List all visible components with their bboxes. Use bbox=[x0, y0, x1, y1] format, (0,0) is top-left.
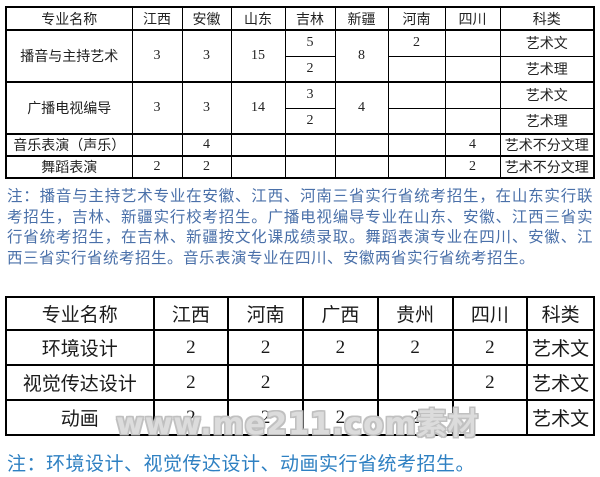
t2-header-jiangxi: 江西 bbox=[152, 296, 230, 331]
t2-quota-cell: 2 bbox=[376, 399, 454, 436]
t1-header-jiangxi: 江西 bbox=[131, 6, 183, 31]
t2-category-cell: 艺术文 bbox=[526, 399, 595, 436]
t2-quota-cell: 2 bbox=[152, 364, 230, 401]
t2-quota-cell bbox=[376, 364, 454, 401]
t1-major-name: 广播电视编导 bbox=[5, 81, 133, 135]
t1-quota-cell: 2 bbox=[181, 155, 232, 179]
t1-header-anhui: 安徽 bbox=[181, 6, 232, 31]
t1-quota-cell: 3 bbox=[181, 29, 232, 83]
t1-category-cell: 艺术不分文理 bbox=[499, 133, 595, 157]
t1-quota-cell bbox=[334, 155, 389, 179]
t2-row-environment-design: 环境设计 2 2 2 2 2 艺术文 bbox=[5, 329, 595, 366]
t1-quota-cell: 3 bbox=[131, 29, 183, 83]
t1-row-broadcast-hosting-a: 播音与主持艺术 3 3 15 5 8 2 艺术文 bbox=[5, 29, 595, 83]
t1-quota-cell bbox=[387, 55, 446, 83]
t1-quota-cell bbox=[387, 81, 446, 109]
t1-quota-cell: 2 bbox=[284, 55, 336, 83]
t1-quota-cell: 2 bbox=[387, 29, 446, 57]
t2-major-name: 视觉传达设计 bbox=[5, 364, 155, 401]
t1-quota-cell: 3 bbox=[284, 81, 336, 109]
t2-header-guangxi: 广西 bbox=[302, 296, 379, 331]
t1-header-henan: 河南 bbox=[387, 6, 446, 31]
t1-quota-cell: 3 bbox=[181, 81, 232, 135]
t1-category-cell: 艺术理 bbox=[499, 55, 595, 83]
t1-category-cell: 艺术文 bbox=[499, 81, 595, 109]
t1-quota-cell bbox=[444, 107, 501, 135]
t1-quota-cell bbox=[387, 133, 446, 157]
t1-quota-cell bbox=[284, 155, 336, 179]
t1-quota-cell: 14 bbox=[230, 81, 286, 135]
table1-note: 注：播音与主持艺术专业在安徽、江西、河南三省实行省统考招生，在山东实行联考招生，… bbox=[7, 188, 593, 267]
t2-header-sichuan: 四川 bbox=[451, 296, 529, 331]
t2-major-name: 动画 bbox=[5, 399, 155, 436]
t2-quota-cell: 2 bbox=[376, 329, 454, 366]
t1-quota-cell: 4 bbox=[444, 133, 501, 157]
t2-quota-cell: 2 bbox=[227, 399, 304, 436]
t1-quota-cell bbox=[131, 133, 183, 157]
t2-quota-cell bbox=[302, 364, 379, 401]
t1-quota-cell bbox=[387, 107, 446, 135]
t1-row-tv-directing-a: 广播电视编导 3 3 14 3 4 艺术文 bbox=[5, 81, 595, 135]
t2-quota-cell: 2 bbox=[302, 399, 379, 436]
t1-quota-cell: 2 bbox=[444, 155, 501, 179]
t2-header-row: 专业名称 江西 河南 广西 贵州 四川 科类 bbox=[5, 296, 595, 331]
t2-row-animation: 动画 2 2 2 2 艺术文 bbox=[5, 399, 595, 436]
t1-quota-cell bbox=[230, 133, 286, 157]
t2-quota-cell: 2 bbox=[152, 399, 230, 436]
t1-header-xinjiang: 新疆 bbox=[334, 6, 389, 31]
enrollment-table-2: 专业名称 江西 河南 广西 贵州 四川 科类 环境设计 2 2 2 2 2 艺术… bbox=[5, 296, 595, 436]
t1-quota-cell: 5 bbox=[284, 29, 336, 57]
t1-category-cell: 艺术理 bbox=[499, 107, 595, 135]
t1-quota-cell bbox=[444, 81, 501, 109]
t1-quota-cell: 2 bbox=[284, 107, 336, 135]
t1-quota-cell: 8 bbox=[334, 29, 389, 83]
t1-major-name: 播音与主持艺术 bbox=[5, 29, 133, 83]
t2-header-category: 科类 bbox=[526, 296, 595, 331]
t1-quota-cell bbox=[334, 133, 389, 157]
t2-header-guizhou: 贵州 bbox=[376, 296, 454, 331]
table2-note: 注：环境设计、视觉传达设计、动画实行省统考招生。 bbox=[7, 454, 476, 475]
t2-quota-cell: 2 bbox=[227, 364, 304, 401]
t1-header-row: 专业名称 江西 安徽 山东 吉林 新疆 河南 四川 科类 bbox=[5, 6, 595, 31]
t1-quota-cell: 2 bbox=[131, 155, 183, 179]
t1-category-cell: 艺术不分文理 bbox=[499, 155, 595, 179]
t1-header-shandong: 山东 bbox=[230, 6, 286, 31]
t1-quota-cell: 15 bbox=[230, 29, 286, 83]
t1-quota-cell bbox=[284, 133, 336, 157]
t1-quota-cell: 4 bbox=[334, 81, 389, 135]
t2-header-major: 专业名称 bbox=[5, 296, 155, 331]
t2-quota-cell: 2 bbox=[451, 364, 529, 401]
t1-quota-cell bbox=[444, 55, 501, 83]
t2-row-visual-design: 视觉传达设计 2 2 2 艺术文 bbox=[5, 364, 595, 401]
t2-quota-cell: 2 bbox=[451, 329, 529, 366]
t2-quota-cell: 2 bbox=[152, 329, 230, 366]
t2-quota-cell: 2 bbox=[227, 329, 304, 366]
t2-quota-cell bbox=[451, 399, 529, 436]
t1-header-sichuan: 四川 bbox=[444, 6, 501, 31]
t2-category-cell: 艺术文 bbox=[526, 329, 595, 366]
t1-category-cell: 艺术文 bbox=[499, 29, 595, 57]
t2-quota-cell: 2 bbox=[302, 329, 379, 366]
t2-category-cell: 艺术文 bbox=[526, 364, 595, 401]
t1-header-major: 专业名称 bbox=[5, 6, 133, 31]
t1-major-name: 舞蹈表演 bbox=[5, 155, 133, 179]
t1-quota-cell: 4 bbox=[181, 133, 232, 157]
t1-quota-cell bbox=[387, 155, 446, 179]
enrollment-table-1: 专业名称 江西 安徽 山东 吉林 新疆 河南 四川 科类 播音与主持艺术 3 3… bbox=[5, 6, 595, 179]
t1-major-name: 音乐表演（声乐） bbox=[5, 133, 133, 157]
t1-row-tv-directing-b: 2 艺术理 bbox=[6, 107, 595, 135]
t1-header-category: 科类 bbox=[499, 6, 595, 31]
t1-row-broadcast-hosting-b: 2 艺术理 bbox=[6, 55, 595, 83]
t1-row-dance-performance: 舞蹈表演 2 2 2 艺术不分文理 bbox=[5, 155, 595, 179]
t1-row-music-performance: 音乐表演（声乐） 4 4 艺术不分文理 bbox=[5, 133, 595, 157]
t2-major-name: 环境设计 bbox=[5, 329, 155, 366]
t2-header-henan: 河南 bbox=[227, 296, 304, 331]
t1-quota-cell bbox=[444, 29, 501, 57]
t1-quota-cell bbox=[230, 155, 286, 179]
t1-quota-cell: 3 bbox=[131, 81, 183, 135]
t1-header-jilin: 吉林 bbox=[284, 6, 336, 31]
